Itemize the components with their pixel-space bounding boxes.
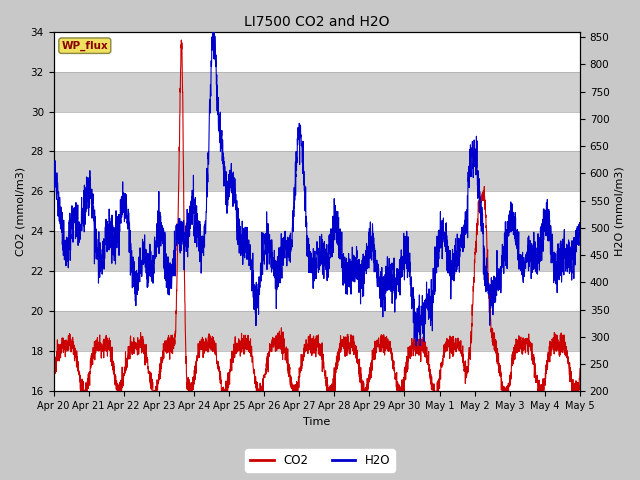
Bar (54, 192, 580, 231)
Bar (54, 312, 580, 351)
X-axis label: Time: Time (303, 417, 330, 427)
Y-axis label: H2O (mmol/m3): H2O (mmol/m3) (615, 167, 625, 256)
Y-axis label: CO2 (mmol/m3): CO2 (mmol/m3) (15, 167, 25, 256)
Bar (54, 32, 580, 72)
Bar (54, 351, 580, 391)
Bar (54, 72, 580, 111)
Bar (54, 152, 580, 192)
Bar (54, 231, 580, 271)
Legend: CO2, H2O: CO2, H2O (245, 449, 395, 472)
Title: LI7500 CO2 and H2O: LI7500 CO2 and H2O (244, 15, 390, 29)
Text: WP_flux: WP_flux (61, 40, 108, 51)
Bar (54, 111, 580, 152)
Bar (54, 271, 580, 312)
